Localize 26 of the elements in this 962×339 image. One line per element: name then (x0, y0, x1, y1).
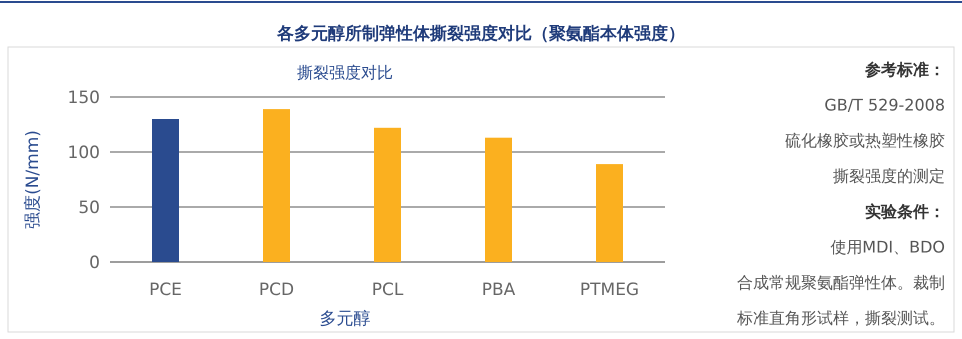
bar (596, 164, 623, 262)
bar (485, 138, 512, 262)
bar (374, 128, 401, 262)
x-tick-label: PCE (149, 280, 182, 300)
y-tick-label: 100 (68, 143, 100, 163)
text: 参考标准： (864, 60, 945, 79)
text: 标准直角形试样，撕裂测试。 (736, 308, 945, 328)
y-tick-label: 150 (68, 88, 100, 108)
x-tick-label: PBA (482, 280, 516, 300)
text: GB/T 529-2008 (824, 96, 945, 114)
y-tick-label: 0 (89, 253, 100, 273)
y-axis-title: 强度(N/mm) (23, 130, 43, 229)
x-tick-label: PCD (258, 280, 294, 300)
x-tick-label: PTMEG (580, 280, 640, 300)
bar (152, 119, 179, 262)
chart-subtitle: 撕裂强度对比 (297, 63, 393, 82)
text: 硫化橡胶或热塑性橡胶 (785, 131, 945, 150)
x-axis-title: 多元醇 (320, 309, 370, 329)
text: 使用MDI、BDO (830, 238, 945, 256)
chart-title: 各多元醇所制弹性体撕裂强度对比（聚氨酯本体强度） (276, 24, 685, 44)
text: 合成常规聚氨酯弹性体。裁制 (737, 273, 945, 292)
y-tick-label: 50 (78, 198, 100, 218)
bar (263, 109, 290, 262)
x-tick-label: PCL (372, 280, 404, 300)
text: 实验条件： (865, 202, 945, 221)
text: 撕裂强度的测定 (833, 166, 945, 186)
